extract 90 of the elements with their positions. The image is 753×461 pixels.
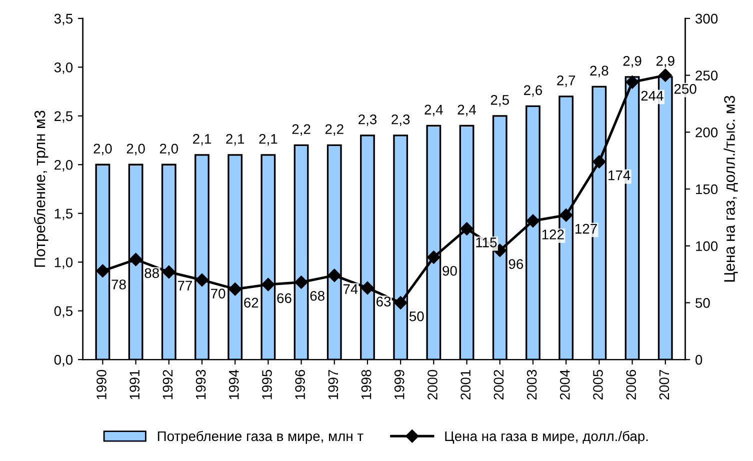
data-label: 77 <box>178 280 192 290</box>
x-tick-label: 2007 <box>659 370 670 400</box>
data-label: 68 <box>310 290 324 301</box>
point <box>592 155 606 168</box>
x-tick-label: 1993 <box>196 370 206 400</box>
point <box>294 276 308 289</box>
point <box>162 265 176 279</box>
x-tick-label: 1996 <box>295 370 306 400</box>
data-label: 2,7 <box>557 76 576 87</box>
point <box>360 281 374 295</box>
y2-tick-label: 300 <box>695 14 718 24</box>
data-label: 2,5 <box>490 94 509 106</box>
x-tick-label: 1997 <box>328 370 338 400</box>
x-tick-label: 2006 <box>626 370 636 400</box>
x-tick-label: 1990 <box>96 370 106 400</box>
y-tick-label: 1,5 <box>54 208 73 220</box>
y2-tick-label: 50 <box>696 298 710 308</box>
x-tick-label: 1991 <box>130 370 140 400</box>
legend-label: Цена на газа в мире, долл./бар. <box>445 430 648 444</box>
data-label: 127 <box>575 224 597 234</box>
y2-tick-label: 250 <box>696 70 718 80</box>
x-tick-label: 1999 <box>394 370 404 400</box>
y2-tick-label: 200 <box>696 127 718 138</box>
data-label: 2,3 <box>358 114 377 126</box>
data-label: 2,0 <box>126 144 145 156</box>
y-tick-label: 2,0 <box>54 160 73 172</box>
data-label: 122 <box>542 230 564 240</box>
x-tick-label: 2005 <box>593 370 603 400</box>
point <box>262 278 275 292</box>
data-label: 62 <box>244 298 258 308</box>
data-label: 2,1 <box>226 134 244 146</box>
point <box>460 222 474 236</box>
x-tick-label: 2004 <box>560 370 570 400</box>
y2-tick-label: 150 <box>696 184 718 194</box>
y-tick-label: 3,0 <box>54 62 73 74</box>
data-label: 96 <box>508 259 524 269</box>
data-label: 66 <box>277 293 292 304</box>
y-tick-label: 0,0 <box>54 354 73 366</box>
data-label: 78 <box>112 280 126 290</box>
x-tick-label: 1998 <box>361 370 372 400</box>
data-label: 2,1 <box>193 134 211 146</box>
data-label: 63 <box>376 296 391 306</box>
point <box>658 68 672 82</box>
data-label: 2,9 <box>656 56 674 68</box>
data-label: 115 <box>476 238 497 248</box>
data-label: 2,0 <box>160 144 178 156</box>
x-tick-label: 2001 <box>460 370 471 400</box>
x-tick-label: 2000 <box>428 370 438 400</box>
point <box>394 296 408 310</box>
x-tick-label: 1995 <box>262 370 272 400</box>
point <box>129 252 142 266</box>
legend-label: Потребление газа в мире, млн т <box>158 430 364 444</box>
point <box>328 268 341 282</box>
data-label: 2,9 <box>623 56 642 68</box>
x-tick-label: 1992 <box>162 370 173 400</box>
y-tick-label: 1,0 <box>54 257 73 269</box>
y-axis-title: Потребление, трлн м3 <box>34 110 48 267</box>
y2-axis-title: Цена на газ, долл./тыс. м3 <box>724 96 738 282</box>
data-label: 90 <box>442 266 457 276</box>
point <box>526 214 540 228</box>
data-label: 2,2 <box>292 124 310 136</box>
y-tick-label: 2,5 <box>54 111 73 123</box>
y2-tick-label: 100 <box>696 241 718 252</box>
data-label: 2,2 <box>325 124 344 136</box>
x-tick-label: 1994 <box>228 370 239 400</box>
x-tick-label: 2002 <box>494 370 504 400</box>
data-label: 2,1 <box>259 134 278 146</box>
data-label: 88 <box>144 268 159 278</box>
data-label: 2,4 <box>458 104 476 116</box>
data-label: 250 <box>674 84 696 94</box>
data-label: 74 <box>343 284 358 294</box>
y2-tick-label: 0 <box>695 354 702 365</box>
data-label: 174 <box>608 170 630 180</box>
data-label: 2,3 <box>392 114 410 126</box>
y-tick-label: 3,5 <box>54 14 73 26</box>
x-tick-label: 2003 <box>526 370 537 400</box>
data-label: 50 <box>409 311 424 322</box>
data-label: 244 <box>641 90 664 101</box>
data-label: 70 <box>211 288 226 299</box>
point <box>96 264 110 278</box>
y-tick-label: 0,5 <box>54 306 73 318</box>
point <box>626 76 639 89</box>
data-label: 2,6 <box>524 85 542 97</box>
data-label: 2,0 <box>94 144 112 156</box>
point <box>228 282 242 296</box>
data-label: 2,8 <box>590 66 608 78</box>
data-label: 2,4 <box>424 104 443 116</box>
point <box>427 250 440 264</box>
point <box>195 273 209 287</box>
point <box>559 208 573 222</box>
